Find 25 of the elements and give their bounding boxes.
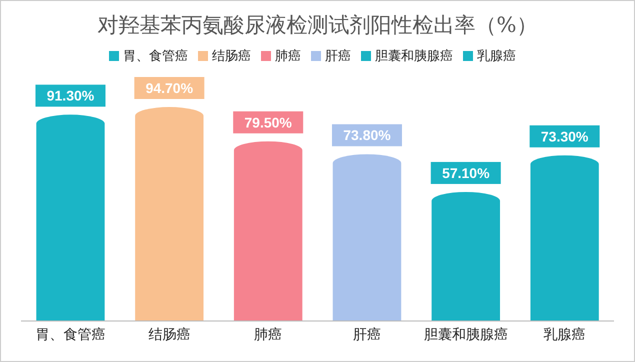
- x-tick-label: 胃、食管癌: [35, 326, 106, 343]
- value-tag: 91.30%: [35, 84, 106, 107]
- chart-title: 对羟基苯丙氨酸尿液检测试剂阳性检出率（%）: [96, 12, 538, 39]
- x-tick-label: 肺癌: [254, 326, 282, 343]
- value-tag: 79.50%: [233, 111, 304, 134]
- x-tick-label: 肝癌: [352, 326, 381, 343]
- legend-label: 结肠癌: [212, 49, 251, 64]
- x-tick-label: 胆囊和胰腺癌: [424, 326, 508, 343]
- legend-label: 肝癌: [325, 49, 351, 64]
- legend-label: 胃、食管癌: [123, 49, 188, 64]
- legend-label: 乳腺癌: [477, 49, 516, 64]
- x-tick-label: 乳腺癌: [544, 326, 586, 343]
- value-tag: 73.30%: [530, 125, 600, 148]
- x-tick-label: 结肠癌: [148, 326, 190, 343]
- data-label: 73.80%: [343, 127, 392, 144]
- data-label: 91.30%: [46, 88, 95, 104]
- legend-label: 肺癌: [275, 49, 301, 64]
- value-tag: 73.80%: [332, 124, 402, 146]
- value-tag: 57.10%: [430, 162, 501, 184]
- legend-label: 胆囊和胰腺癌: [375, 49, 453, 64]
- value-tag: 94.70%: [134, 77, 204, 99]
- data-label: 79.50%: [244, 114, 292, 130]
- data-label: 73.30%: [540, 128, 589, 144]
- data-label: 94.70%: [146, 80, 194, 96]
- data-label: 57.10%: [442, 164, 490, 181]
